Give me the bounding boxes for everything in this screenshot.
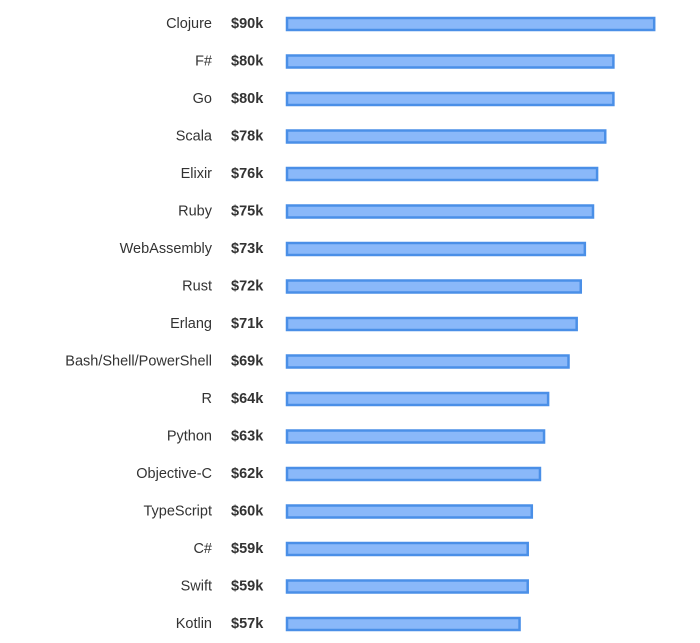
- category-label-python: Python: [167, 429, 212, 445]
- category-label-c: C#: [193, 541, 212, 557]
- category-label-scala: Scala: [176, 129, 213, 145]
- category-label-rust: Rust: [182, 279, 212, 295]
- category-label-erlang: Erlang: [170, 316, 212, 332]
- category-label-ruby: Ruby: [178, 204, 213, 220]
- bar-bash-shell-powershell: [285, 354, 570, 369]
- value-label-webassembly: $73k: [231, 241, 264, 257]
- value-label-go: $80k: [231, 91, 264, 107]
- category-label-clojure: Clojure: [166, 16, 212, 32]
- bar-webassembly: [285, 241, 587, 257]
- bar-r: [285, 391, 550, 407]
- bar-rust: [285, 279, 583, 294]
- value-label-python: $63k: [231, 429, 264, 445]
- bar-ruby: [285, 204, 595, 219]
- category-label-objective-c: Objective-C: [136, 466, 212, 482]
- category-label-kotlin: Kotlin: [176, 616, 212, 632]
- value-label-clojure: $90k: [231, 16, 264, 32]
- value-label-kotlin: $57k: [231, 616, 264, 632]
- bar-typescript: [285, 504, 534, 519]
- bar-python: [285, 429, 546, 444]
- category-label-f: F#: [195, 54, 212, 70]
- value-label-erlang: $71k: [231, 316, 264, 332]
- value-label-objective-c: $62k: [231, 466, 264, 482]
- category-label-bash-shell-powershell: Bash/Shell/PowerShell: [65, 354, 212, 370]
- value-label-f: $80k: [231, 54, 264, 70]
- bar-go: [285, 91, 615, 107]
- category-label-go: Go: [193, 91, 212, 107]
- value-label-r: $64k: [231, 391, 264, 407]
- value-label-typescript: $60k: [231, 504, 264, 520]
- value-label-elixir: $76k: [231, 166, 264, 182]
- category-label-typescript: TypeScript: [144, 504, 213, 520]
- bar-swift: [285, 579, 529, 594]
- bar-objective-c: [285, 466, 542, 482]
- category-label-webassembly: WebAssembly: [120, 241, 213, 257]
- value-label-bash-shell-powershell: $69k: [231, 354, 264, 370]
- category-label-swift: Swift: [181, 579, 212, 595]
- value-label-ruby: $75k: [231, 204, 264, 220]
- value-label-c: $59k: [231, 541, 264, 557]
- bar-kotlin: [285, 616, 521, 632]
- bar-erlang: [285, 316, 578, 332]
- bar-scala: [285, 129, 607, 144]
- value-label-scala: $78k: [231, 129, 264, 145]
- value-label-rust: $72k: [231, 279, 264, 295]
- value-label-swift: $59k: [231, 579, 264, 595]
- category-label-r: R: [202, 391, 212, 407]
- bar-f: [285, 54, 615, 69]
- bar-c: [285, 541, 529, 557]
- bar-clojure: [285, 16, 656, 32]
- category-label-elixir: Elixir: [181, 166, 213, 182]
- bar-elixir: [285, 166, 599, 182]
